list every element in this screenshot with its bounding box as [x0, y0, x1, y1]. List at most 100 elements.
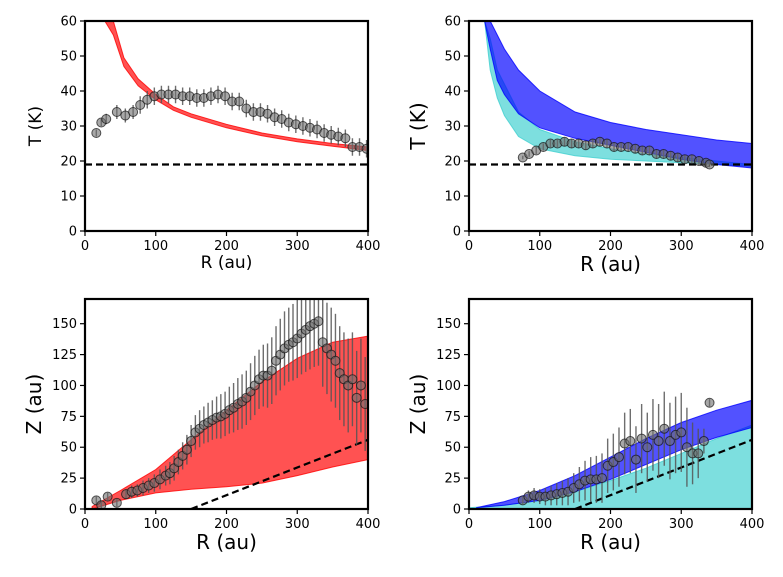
- data-point: [96, 500, 107, 509]
- y-tick-label: 40: [444, 85, 461, 100]
- data-point: [676, 427, 687, 438]
- x-tick-label: 0: [81, 517, 89, 532]
- data-point: [698, 436, 709, 447]
- y-tick-label: 50: [444, 441, 461, 456]
- x-tick-label: 400: [356, 239, 381, 254]
- y-tick-label: 125: [436, 348, 461, 363]
- x-tick-label: 0: [81, 239, 89, 254]
- data-point: [128, 107, 139, 117]
- x-tick-label: 300: [285, 239, 310, 254]
- y-tick-label: 0: [69, 503, 77, 518]
- data-point: [664, 436, 675, 447]
- y-tick-label: 10: [60, 190, 77, 205]
- reference-line: [190, 438, 368, 509]
- data-point: [101, 114, 112, 124]
- data-point: [659, 423, 670, 434]
- x-tick-label: 100: [527, 517, 552, 532]
- y-tick-label: 50: [60, 50, 77, 65]
- data-point: [693, 448, 704, 459]
- data-point: [630, 454, 641, 465]
- y-tick-label: 0: [453, 225, 461, 240]
- y-tick-label: 25: [60, 472, 77, 487]
- data-point: [234, 96, 245, 107]
- x-tick-label: 100: [527, 239, 552, 254]
- x-axis-label: R (au): [201, 253, 253, 273]
- x-tick-label: 100: [143, 239, 168, 254]
- x-axis-label: R (au): [580, 530, 641, 554]
- data-point: [111, 497, 122, 508]
- x-tick-label: 300: [669, 239, 694, 254]
- x-tick-label: 0: [465, 239, 473, 254]
- y-axis-label: Z (au): [406, 374, 430, 435]
- panel-bottom-left: 0 100 200 300 400 0 25 50 75 100 125 150 R (au) Z (au…: [22, 297, 380, 554]
- y-tick-label: 75: [60, 410, 77, 425]
- data-point: [642, 442, 653, 453]
- plot-area: [85, 21, 368, 166]
- y-tick-label: 60: [60, 15, 77, 30]
- x-axis-label: R (au): [196, 530, 257, 554]
- y-tick-label: 40: [60, 85, 77, 100]
- x-tick-label: 0: [465, 517, 473, 532]
- data-point: [186, 436, 197, 447]
- data-point: [266, 365, 277, 376]
- y-tick-label: 30: [60, 120, 77, 135]
- plot-area: [91, 299, 368, 509]
- y-tick-label: 100: [436, 379, 461, 394]
- plot-area: [469, 391, 752, 509]
- y-tick-label: 0: [453, 503, 461, 518]
- data-point: [313, 316, 324, 327]
- x-tick-label: 200: [598, 239, 623, 254]
- data-point: [360, 399, 368, 409]
- data-point: [361, 143, 368, 154]
- y-tick-label: 20: [444, 155, 461, 170]
- y-tick-label: 25: [444, 472, 461, 487]
- band-model-blue: [484, 21, 752, 169]
- data-point: [111, 107, 122, 117]
- data-point: [653, 436, 664, 447]
- data-point: [681, 442, 692, 453]
- data-point: [597, 473, 608, 484]
- x-tick-label: 400: [740, 239, 765, 254]
- y-tick-label: 60: [444, 15, 461, 30]
- y-tick-label: 10: [444, 190, 461, 205]
- x-tick-label: 200: [598, 517, 623, 532]
- y-axis-label: T (K): [406, 102, 430, 150]
- y-tick-label: 150: [52, 317, 77, 332]
- data-point: [636, 433, 647, 444]
- data-point: [181, 444, 192, 455]
- x-tick-label: 300: [669, 517, 694, 532]
- data-point: [347, 374, 358, 385]
- data-point: [351, 392, 362, 403]
- panel-top-right: 0 100 200 300 400 0 10 20 30 40 50 60 R (au) T (K): [406, 15, 764, 277]
- y-axis-label: T (K): [26, 106, 46, 147]
- data-point: [704, 159, 715, 170]
- x-tick-label: 300: [285, 517, 310, 532]
- data-point: [102, 491, 113, 502]
- y-tick-label: 20: [60, 155, 77, 170]
- data-point: [330, 355, 341, 366]
- data-point: [220, 91, 231, 102]
- y-tick-label: 30: [444, 120, 461, 135]
- x-tick-label: 200: [214, 517, 239, 532]
- y-tick-label: 50: [444, 50, 461, 65]
- data-point: [704, 397, 715, 408]
- data-point: [613, 452, 624, 463]
- data-point: [647, 429, 658, 440]
- y-tick-label: 150: [436, 317, 461, 332]
- y-tick-label: 0: [69, 225, 77, 240]
- plot-area: [469, 21, 752, 170]
- x-tick-label: 400: [740, 517, 765, 532]
- x-tick-label: 200: [214, 239, 239, 254]
- data-point: [625, 436, 636, 447]
- panel-top-left: 0 100 200 300 400 0 10 20 30 40 50 60 R (au) T (K): [26, 15, 380, 274]
- y-tick-label: 100: [52, 379, 77, 394]
- data-point: [135, 100, 146, 110]
- y-axis-label: Z (au): [22, 374, 46, 435]
- x-axis-label: R (au): [580, 252, 641, 276]
- panel-bottom-right: 0 100 200 300 400 0 25 50 75 100 125 150 R (au) Z (au…: [406, 297, 765, 554]
- reference-line: [574, 438, 752, 509]
- data-point: [355, 380, 366, 391]
- data-point: [91, 128, 102, 138]
